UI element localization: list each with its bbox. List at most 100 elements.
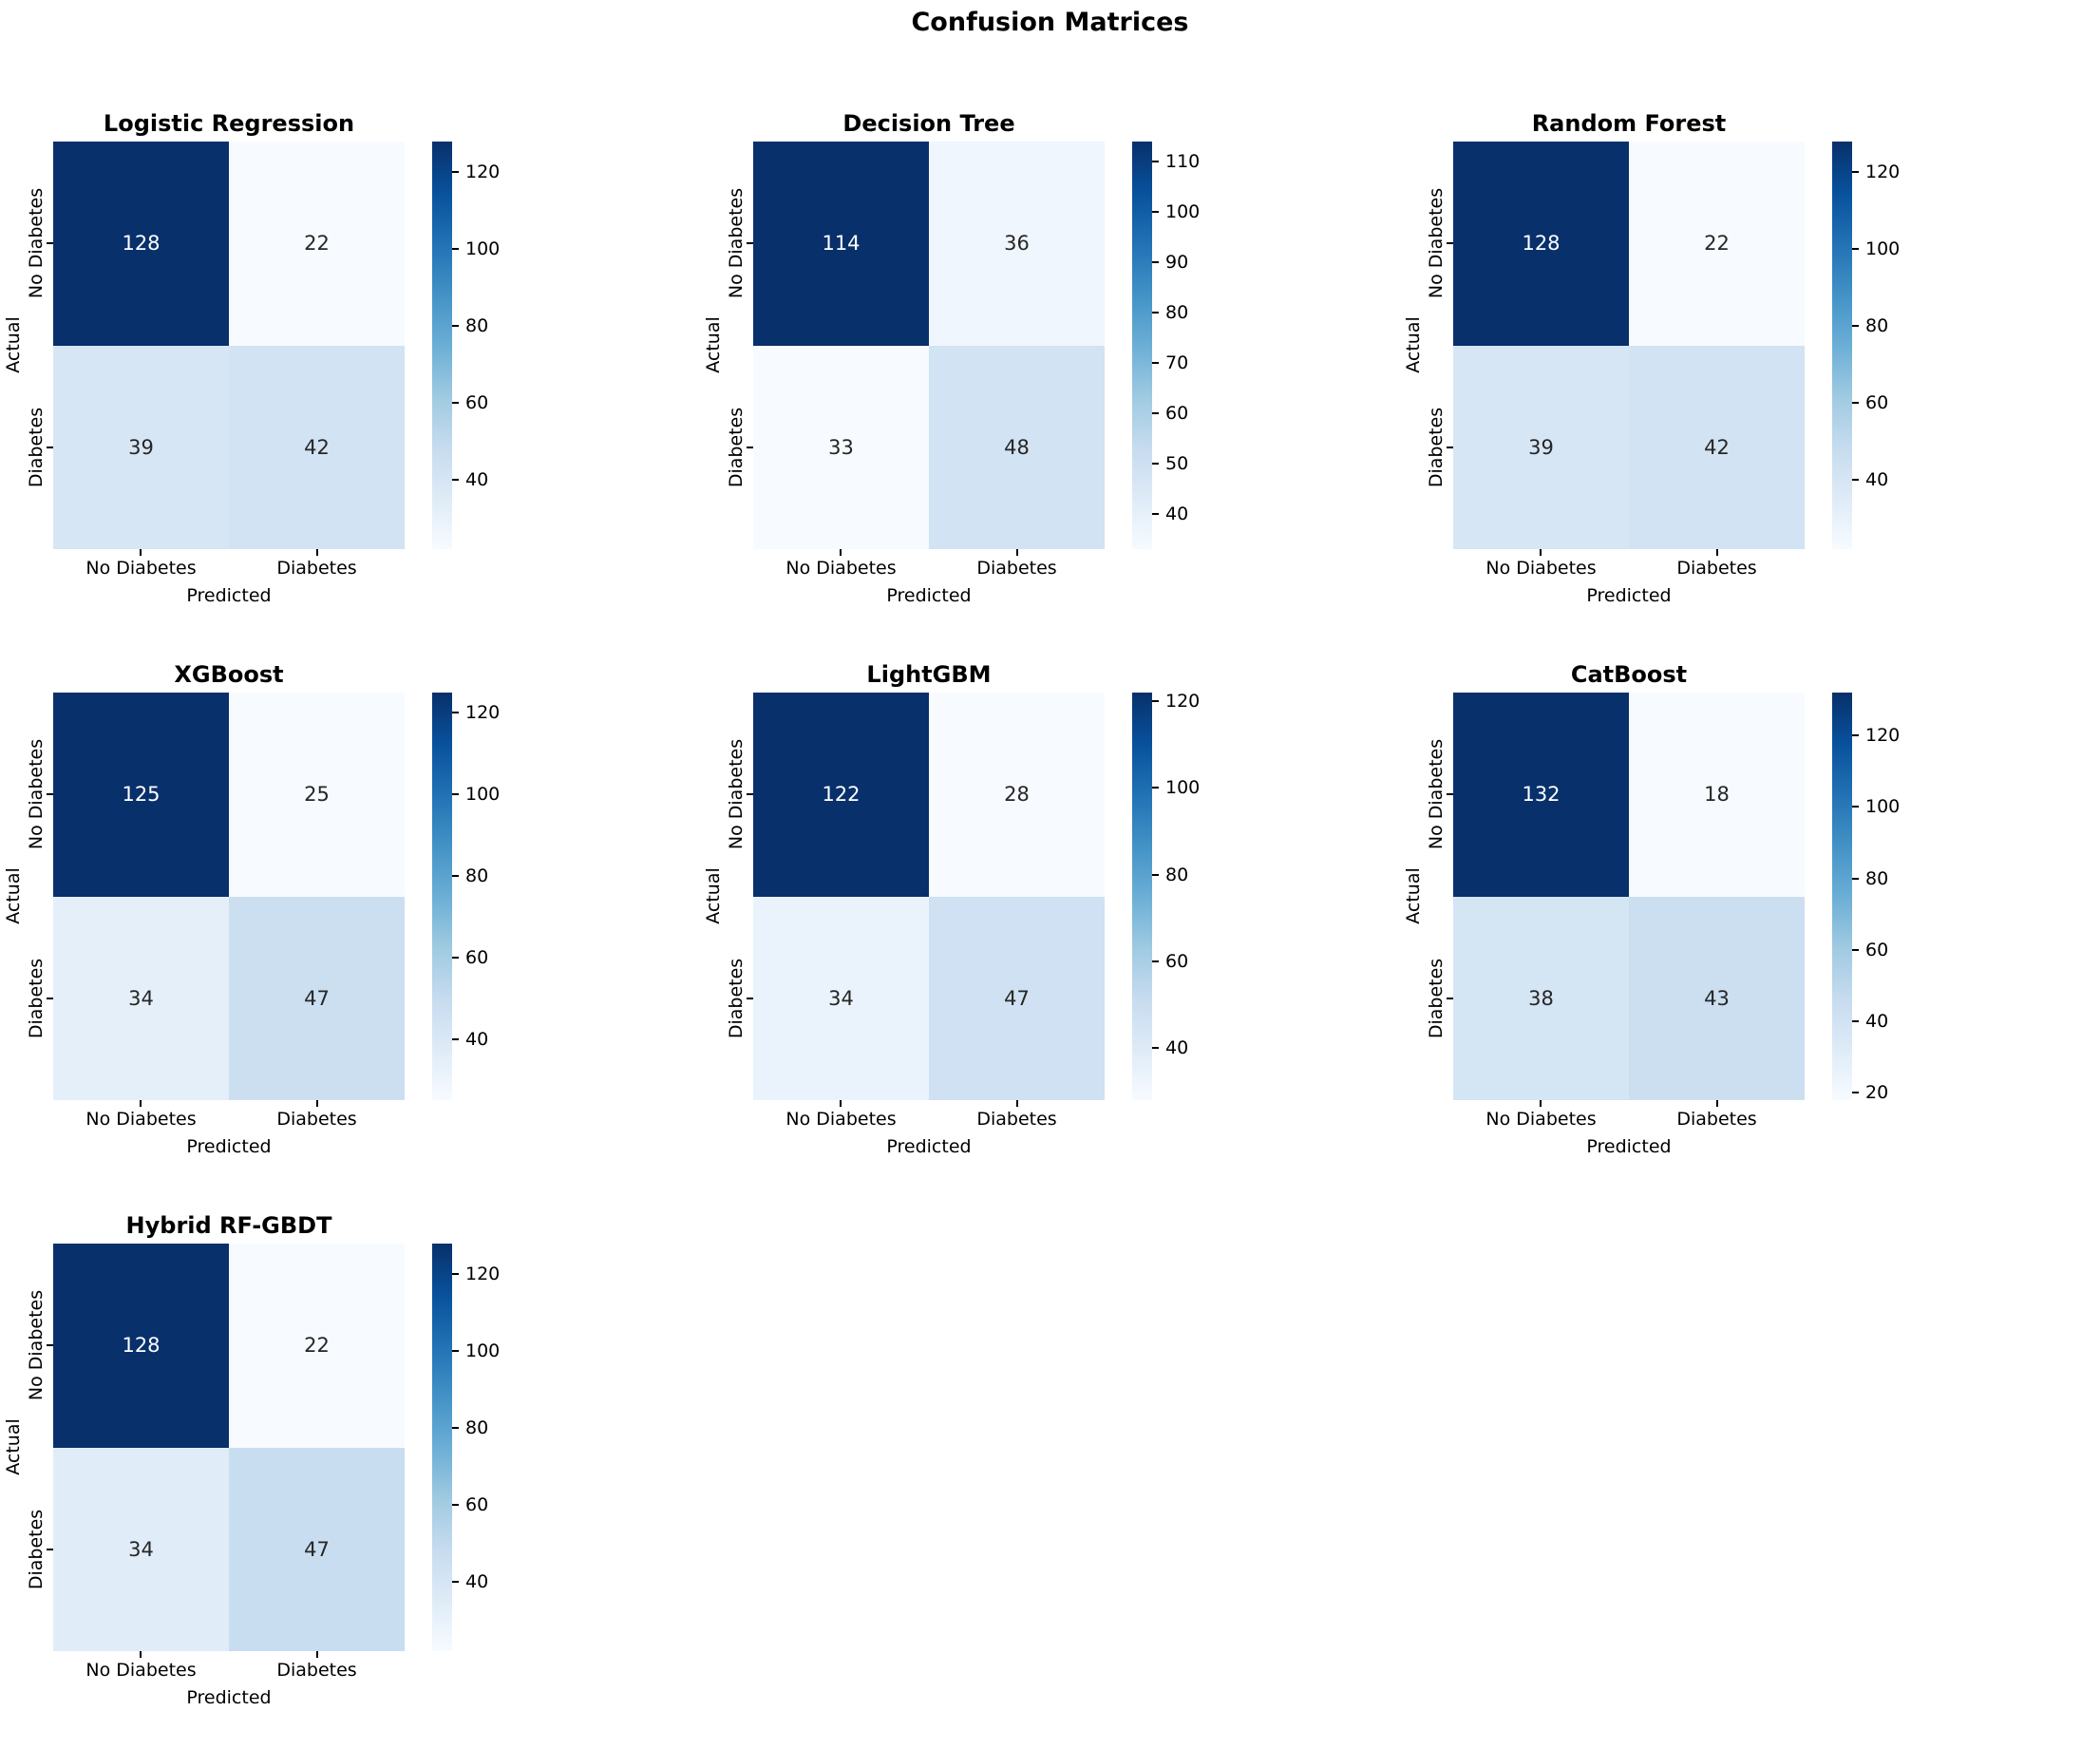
y-tick-label-no-diabetes: No Diabetes [726,738,747,850]
x-tick-mark [1016,1100,1018,1107]
x-tick-label-no-diabetes: No Diabetes [1485,558,1597,579]
subplot-lightgbm: LightGBM 122 28 34 47 Actual No Diabetes… [700,646,1400,1197]
heatmap-cell-fp: 22 [229,1244,405,1448]
colorbar-tick-mark [1152,161,1159,163]
colorbar-tick-mark [1152,362,1159,365]
y-tick-mark [747,998,753,999]
colorbar-tick-label: 80 [1165,302,1189,324]
x-tick-mark [1540,1100,1542,1107]
heatmap-cell-tn: 114 [753,142,929,346]
x-tick-label-no-diabetes: No Diabetes [785,558,897,579]
x-tick-label-diabetes: Diabetes [1676,558,1757,579]
heatmap: 122 28 34 47 [753,693,1105,1100]
colorbar-tick-mark [1852,734,1859,737]
x-tick-mark [316,1100,318,1107]
x-tick-label-diabetes: Diabetes [976,1109,1057,1130]
colorbar-tick-mark [452,248,459,251]
heatmap-cell-tn: 132 [1453,693,1629,897]
x-tick-mark [840,1100,842,1107]
y-tick-label-diabetes: Diabetes [726,958,747,1039]
subplot-title: CatBoost [1570,661,1688,688]
subplot-xgboost: XGBoost 125 25 34 47 Actual No Diabetes … [0,646,700,1197]
colorbar-tick-label: 60 [1865,392,1889,414]
colorbar-tick-label: 120 [1865,162,1901,183]
colorbar-tick-mark [1852,1092,1859,1094]
colorbar-gradient [1832,693,1852,1100]
y-tick-label-no-diabetes: No Diabetes [26,187,47,299]
x-tick-label-diabetes: Diabetes [276,1109,357,1130]
heatmap-cell-fp: 18 [1629,693,1805,897]
colorbar-tick-label: 60 [1165,403,1189,424]
y-tick-mark [47,1549,53,1550]
colorbar-tick-mark [452,1581,459,1584]
x-tick-mark [140,1651,142,1658]
colorbar-tick-mark [452,1427,459,1430]
x-tick-mark [140,1100,142,1107]
colorbar: 40 60 80 100 120 [432,142,500,549]
heatmap-cell-tn: 128 [1453,142,1629,346]
y-axis-label: Actual [703,867,724,924]
heatmap-cell-tn: 125 [53,693,229,897]
colorbar-tick-mark [1152,700,1159,703]
colorbar-tick-label: 120 [465,702,501,724]
y-axis-label: Actual [1403,316,1424,373]
colorbar-tick-label: 40 [465,1571,489,1593]
subplot-title: Random Forest [1531,110,1727,137]
colorbar-tick-mark [452,793,459,796]
heatmap-cell-fp: 22 [1629,142,1805,346]
colorbar-tick-label: 20 [1865,1082,1889,1104]
y-tick-label-diabetes: Diabetes [1426,407,1447,488]
x-tick-mark [1716,1100,1718,1107]
y-tick-label-no-diabetes: No Diabetes [726,187,747,299]
heatmap-cell-tn: 128 [53,142,229,346]
heatmap-cell-fn: 38 [1453,896,1629,1100]
x-tick-mark [316,1651,318,1658]
heatmap-cell-fp: 36 [929,142,1105,346]
heatmap-cell-fn: 39 [53,345,229,549]
colorbar-tick-label: 100 [1865,796,1901,818]
colorbar-tick-mark [1152,312,1159,314]
colorbar-tick-mark [452,479,459,482]
y-axis-label: Actual [3,1418,24,1475]
colorbar-tick-label: 80 [465,315,489,337]
heatmap-cell-fn: 34 [53,1447,229,1651]
colorbar-tick-label: 120 [465,162,501,183]
colorbar-tick-mark [1852,806,1859,808]
x-tick-mark [316,549,318,556]
colorbar-tick-label: 80 [465,1417,489,1439]
colorbar-tick-label: 40 [465,1028,489,1050]
y-tick-mark [47,998,53,999]
colorbar-gradient [432,142,452,549]
colorbar-tick-mark [452,402,459,405]
heatmap-cell-tp: 42 [1629,345,1805,549]
colorbar-tick-label: 80 [465,865,489,887]
x-tick-label-no-diabetes: No Diabetes [85,558,197,579]
x-axis-label: Predicted [186,1136,272,1157]
heatmap-cell-fn: 34 [753,896,929,1100]
x-tick-label-no-diabetes: No Diabetes [85,1109,197,1130]
colorbar-tick-mark [1152,512,1159,515]
x-tick-label-diabetes: Diabetes [976,558,1057,579]
heatmap: 125 25 34 47 [53,693,405,1100]
heatmap-cell-tp: 47 [929,896,1105,1100]
x-tick-label-no-diabetes: No Diabetes [785,1109,897,1130]
colorbar-tick-mark [452,956,459,959]
colorbar-tick-label: 60 [465,392,489,414]
x-tick-label-diabetes: Diabetes [1676,1109,1757,1130]
x-tick-label-diabetes: Diabetes [276,1660,357,1681]
colorbar-tick-label: 100 [465,784,501,806]
colorbar-tick-mark [1152,960,1159,962]
y-tick-mark [747,242,753,244]
x-axis-label: Predicted [886,1136,972,1157]
heatmap-cell-tp: 42 [229,345,405,549]
subplot-decision-tree: Decision Tree 114 36 33 48 Actual No Dia… [700,95,1400,646]
colorbar-tick-label: 40 [1165,1037,1189,1059]
y-tick-mark [1447,447,1453,448]
y-tick-label-diabetes: Diabetes [26,958,47,1039]
heatmap-cell-tp: 43 [1629,896,1805,1100]
x-tick-mark [1716,549,1718,556]
y-tick-mark [47,1344,53,1346]
x-tick-label-diabetes: Diabetes [276,558,357,579]
colorbar: 40 50 60 70 80 90 100 110 [1132,142,1200,549]
colorbar-tick-label: 60 [1165,950,1189,972]
